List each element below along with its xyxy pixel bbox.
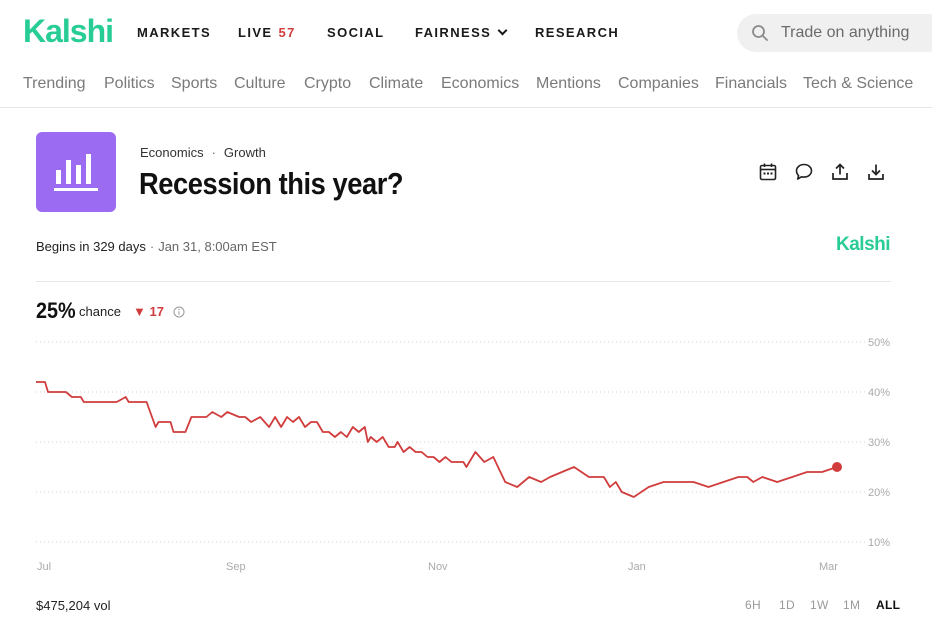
x-tick-label: Mar <box>819 561 838 573</box>
comment-icon[interactable] <box>794 162 814 182</box>
category-climate[interactable]: Climate <box>369 75 424 92</box>
search-icon <box>752 25 768 41</box>
chance-label: chance <box>79 304 121 319</box>
live-count-badge: 57 <box>278 25 296 40</box>
bar-chart-icon <box>36 132 116 212</box>
category-mentions[interactable]: Mentions <box>536 75 601 92</box>
chart-current-point <box>832 462 842 472</box>
nav-fairness[interactable]: FAIRNESS <box>415 25 508 40</box>
calendar-icon[interactable] <box>758 162 778 182</box>
volume-label: $475,204 vol <box>36 598 111 613</box>
nav-research[interactable]: RESEARCH <box>535 25 619 40</box>
chance-change: ▼ 17 <box>133 304 164 319</box>
x-tick-label: Sep <box>226 561 246 573</box>
search-input[interactable] <box>781 14 932 52</box>
nav-fairness-label: FAIRNESS <box>415 25 492 40</box>
top-navigation: Kalshi MARKETS LIVE 57 SOCIAL FAIRNESS RE… <box>0 0 932 62</box>
market-title: Recession this year? <box>139 166 404 201</box>
nav-live-label: LIVE <box>238 25 273 40</box>
breadcrumb-economics[interactable]: Economics <box>140 145 204 160</box>
chart-series-line <box>36 381 838 498</box>
category-trending[interactable]: Trending <box>23 75 86 92</box>
category-nav: Trending Politics Sports Culture Crypto … <box>0 62 932 108</box>
range-1m-button[interactable]: 1M <box>843 598 861 612</box>
divider <box>36 281 891 282</box>
chance-percentage: 25% <box>36 298 76 323</box>
range-6h-button[interactable]: 6H <box>745 598 761 612</box>
nav-markets[interactable]: MARKETS <box>137 25 211 40</box>
category-crypto[interactable]: Crypto <box>304 75 352 92</box>
nav-research-label: RESEARCH <box>535 25 620 40</box>
y-tick-label: 30% <box>868 437 890 449</box>
begins-countdown: Begins in 329 days <box>36 239 146 254</box>
x-tick-label: Jan <box>628 561 646 573</box>
price-history-chart[interactable]: 50% 40% 30% 20% 10% Jul Sep Nov Jan Mar <box>0 330 932 580</box>
category-sports[interactable]: Sports <box>171 75 218 92</box>
category-economics[interactable]: Economics <box>441 75 520 92</box>
begins-info: Begins in 329 days · Jan 31, 8:00am EST <box>36 239 277 254</box>
nav-social[interactable]: SOCIAL <box>327 25 385 40</box>
info-icon[interactable] <box>173 306 185 318</box>
category-culture[interactable]: Culture <box>234 75 286 92</box>
category-politics[interactable]: Politics <box>104 75 155 92</box>
breadcrumb-growth[interactable]: Growth <box>223 145 266 160</box>
category-companies[interactable]: Companies <box>618 75 699 92</box>
kalshi-brand-mark: Kalshi <box>836 234 891 255</box>
chevron-down-icon <box>497 25 508 36</box>
kalshi-logo[interactable]: Kalshi <box>23 13 114 49</box>
x-tick-label: Jul <box>37 561 51 573</box>
begins-date: Jan 31, 8:00am EST <box>158 239 277 254</box>
share-icon[interactable] <box>830 162 850 182</box>
y-tick-label: 20% <box>868 487 890 499</box>
search-bar[interactable] <box>737 14 932 52</box>
nav-live[interactable]: LIVE 57 <box>238 25 296 40</box>
nav-social-label: SOCIAL <box>327 25 385 40</box>
download-icon[interactable] <box>866 162 886 182</box>
category-financials[interactable]: Financials <box>715 75 788 92</box>
nav-markets-label: MARKETS <box>137 25 212 40</box>
y-tick-label: 40% <box>868 387 890 399</box>
range-1w-button[interactable]: 1W <box>810 598 829 612</box>
y-tick-label: 50% <box>868 337 890 349</box>
y-tick-label: 10% <box>868 537 890 549</box>
range-1d-button[interactable]: 1D <box>779 598 795 612</box>
range-all-button[interactable]: ALL <box>876 598 901 612</box>
x-tick-label: Nov <box>428 561 448 573</box>
category-tech-science[interactable]: Tech & Science <box>803 75 914 92</box>
breadcrumb: Economics · Growth <box>140 145 266 160</box>
